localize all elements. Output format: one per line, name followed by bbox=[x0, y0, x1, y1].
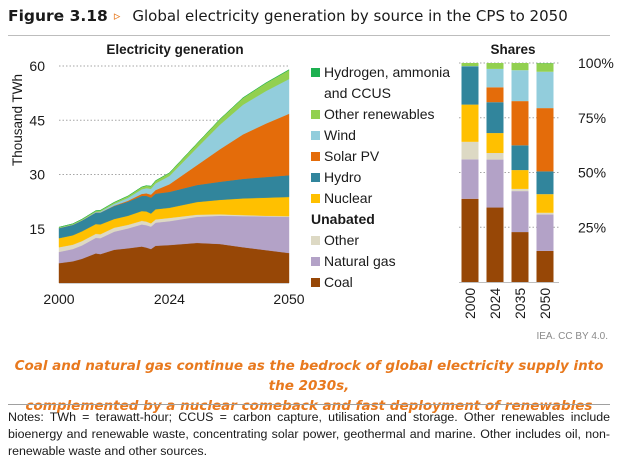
bar-chart-axis: 25% 50% 75% 100% 2000 2024 2035 2050 bbox=[459, 55, 614, 319]
bar-segment-2050-hydro bbox=[536, 171, 554, 195]
legend-label-other-renewables: Other renewables bbox=[324, 106, 435, 122]
legend-item-solar-pv: Solar PV bbox=[311, 146, 450, 167]
legend-heading-unabated: Unabated bbox=[311, 211, 375, 227]
legend-item-other-renewables: Other renewables bbox=[311, 104, 450, 125]
bar-segment-2050-other bbox=[536, 212, 554, 215]
figure-number: Figure 3.18 bbox=[8, 7, 108, 25]
area-ytick-label: 15 bbox=[29, 221, 45, 237]
caption-line-2: complemented by a nuclear comeback and f… bbox=[25, 398, 593, 414]
legend-swatch-hydro bbox=[311, 173, 320, 182]
charts-canvas: 15 30 45 60 2000 2024 2050 Electricity generat… bbox=[10, 42, 614, 319]
legend-item-hydrogen: Hydrogen, ammonia and CCUS bbox=[311, 62, 450, 104]
legend-swatch-coal bbox=[311, 278, 320, 287]
area-chart-title: Electricity generation bbox=[106, 42, 243, 57]
legend-swatch-natural-gas bbox=[311, 257, 320, 266]
legend-label-nuclear: Nuclear bbox=[324, 190, 373, 206]
caption-line-1: Coal and natural gas continue as the bed… bbox=[14, 358, 604, 394]
bar-segment-2035-coal bbox=[511, 232, 529, 282]
bar-ytick-label: 25% bbox=[578, 219, 606, 235]
bar-segment-2035-nuclear bbox=[511, 170, 529, 189]
figure-caption: Coal and natural gas continue as the bed… bbox=[0, 356, 618, 416]
bar-segment-2035-other-renewables bbox=[511, 63, 529, 71]
figure-notes: Notes: TWh = terawatt-hour; CCUS = carbo… bbox=[8, 410, 610, 458]
area-xtick-label: 2000 bbox=[43, 291, 74, 307]
legend-swatch-solar-pv bbox=[311, 152, 320, 161]
bar-segment-2024-wind bbox=[486, 68, 504, 88]
legend-item-hydro: Hydro bbox=[311, 167, 450, 188]
area-chart-layers bbox=[58, 69, 290, 284]
bar-segment-2035-hydro bbox=[511, 145, 529, 171]
bar-segment-2035-natural-gas bbox=[511, 191, 529, 233]
source-credit: IEA. CC BY 4.0. bbox=[536, 331, 608, 342]
legend-label-wind: Wind bbox=[324, 127, 356, 143]
bar-ytick-label: 50% bbox=[578, 165, 606, 181]
legend-label-other: Other bbox=[324, 232, 360, 248]
bar-segment-2024-other-renewables bbox=[486, 63, 504, 69]
bar-segment-2050-other-renewables bbox=[536, 63, 554, 72]
bar-segment-2024-natural-gas bbox=[486, 159, 504, 208]
legend-label-hydrogen: Hydrogen, ammonia and CCUS bbox=[324, 62, 450, 104]
bar-segment-2024-coal bbox=[486, 207, 504, 282]
area-ytick-label: 45 bbox=[29, 112, 45, 128]
area-ytick-label: 30 bbox=[29, 167, 45, 183]
legend-swatch-other-renewables bbox=[311, 110, 320, 119]
header-divider bbox=[8, 35, 610, 36]
legend-label-solar-pv: Solar PV bbox=[324, 148, 380, 164]
bar-segment-2050-solar-pv bbox=[536, 108, 554, 172]
bar-segment-2050-natural-gas bbox=[536, 214, 554, 251]
bar-segment-2024-solar-pv bbox=[486, 87, 504, 103]
bar-xtick-label: 2024 bbox=[487, 288, 503, 319]
legend-label-natural-gas: Natural gas bbox=[324, 253, 396, 269]
bar-xtick-label: 2050 bbox=[537, 288, 553, 319]
legend-swatch-wind bbox=[311, 131, 320, 140]
legend-swatch-nuclear bbox=[311, 194, 320, 203]
legend-label-hydrogen-line1: Hydrogen, ammonia bbox=[324, 64, 451, 80]
legend-label-hydrogen-line2: and CCUS bbox=[324, 85, 391, 101]
legend-item-coal: Coal bbox=[311, 272, 450, 293]
area-layer-hydrogen-ammonia-and-ccus bbox=[58, 69, 290, 228]
legend-item-other: Other bbox=[311, 230, 450, 251]
figure-header: Figure 3.18 ▹ Global electricity generat… bbox=[8, 4, 568, 28]
legend-swatch-hydrogen bbox=[311, 68, 320, 77]
bar-chart-bars bbox=[461, 63, 554, 282]
bar-segment-2024-hydro bbox=[486, 102, 504, 134]
area-chart-ylabel: Thousand TWh bbox=[10, 74, 25, 166]
bar-segment-2000-other-renewables bbox=[461, 63, 479, 67]
chart-legend: Hydrogen, ammonia and CCUS Other renewabl… bbox=[311, 62, 450, 293]
bar-xtick-label: 2035 bbox=[512, 288, 528, 319]
bar-xtick-label: 2000 bbox=[462, 288, 478, 319]
legend-label-hydro: Hydro bbox=[324, 169, 362, 185]
legend-item-wind: Wind bbox=[311, 125, 450, 146]
bar-segment-2000-hydro bbox=[461, 66, 479, 105]
area-chart-axis: 15 30 45 60 2000 2024 2050 bbox=[29, 58, 304, 307]
triangle-arrow-icon: ▹ bbox=[113, 8, 121, 23]
bar-chart-title: Shares bbox=[490, 42, 535, 57]
legend-item-nuclear: Nuclear bbox=[311, 188, 450, 209]
bar-segment-2000-natural-gas bbox=[461, 159, 479, 199]
bar-segment-2050-wind bbox=[536, 71, 554, 109]
notes-divider bbox=[8, 404, 610, 405]
legend-swatch-other bbox=[311, 236, 320, 245]
bar-segment-2024-other bbox=[486, 153, 504, 160]
bar-ytick-label: 75% bbox=[578, 110, 606, 126]
bar-segment-2000-coal bbox=[461, 198, 479, 282]
bar-segment-2050-coal bbox=[536, 250, 554, 282]
bar-ytick-label: 100% bbox=[578, 55, 614, 71]
area-ytick-label: 60 bbox=[29, 58, 45, 74]
area-xtick-label: 2024 bbox=[154, 291, 185, 307]
bar-segment-2035-other bbox=[511, 188, 529, 192]
bar-segment-2000-nuclear bbox=[461, 104, 479, 142]
bar-segment-2035-wind bbox=[511, 70, 529, 102]
legend-label-coal: Coal bbox=[324, 274, 353, 290]
bar-segment-2000-other bbox=[461, 141, 479, 160]
area-xtick-label: 2050 bbox=[273, 291, 304, 307]
legend-item-natural-gas: Natural gas bbox=[311, 251, 450, 272]
bar-segment-2035-solar-pv bbox=[511, 101, 529, 146]
figure-title: Global electricity generation by source … bbox=[132, 7, 568, 25]
bar-segment-2024-nuclear bbox=[486, 133, 504, 154]
bar-chart-grid bbox=[459, 62, 559, 228]
bar-segment-2050-nuclear bbox=[536, 194, 554, 213]
